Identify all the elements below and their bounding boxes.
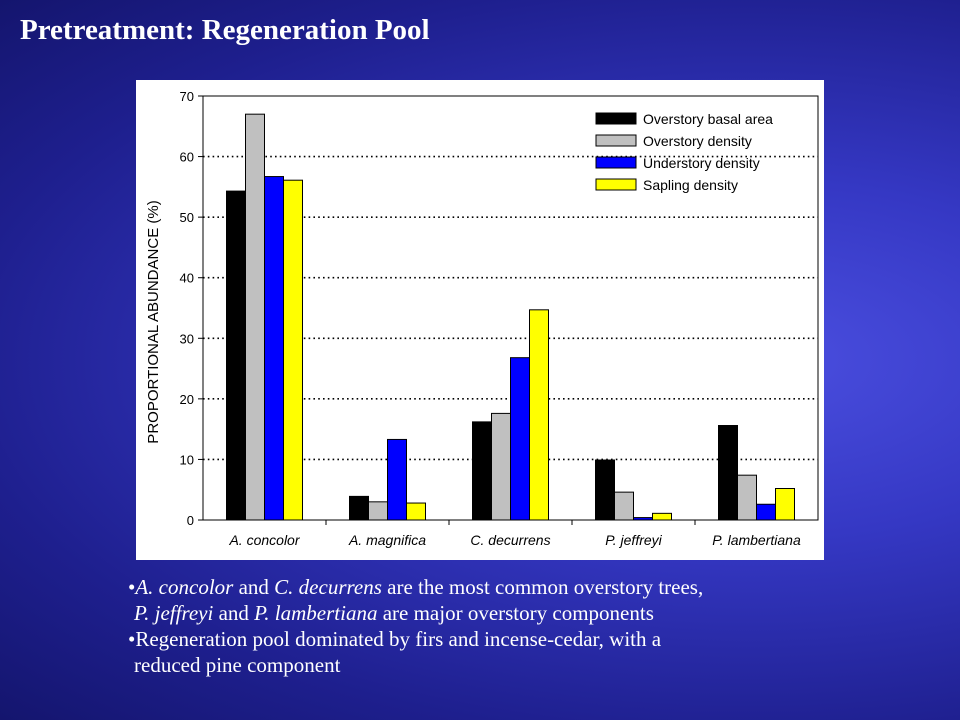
bullet-line-4: reduced pine component	[128, 652, 928, 678]
slide-title: Pretreatment: Regeneration Pool	[20, 14, 430, 46]
bar	[245, 113, 265, 521]
x-category-label: C. decurrens	[470, 532, 550, 548]
bullet-text: and	[213, 601, 255, 625]
bar	[283, 179, 303, 521]
y-tick-label: 0	[187, 513, 194, 528]
legend-label: Sapling density	[643, 177, 738, 193]
bar	[226, 190, 246, 521]
y-tick-label: 10	[180, 452, 194, 467]
bar	[491, 412, 511, 521]
species-name: P. lambertiana	[254, 601, 378, 625]
y-axis-title: PROPORTIONAL ABUNDANCE (%)	[145, 200, 162, 443]
bullet-line-2: P. jeffreyi and P. lambertiana are major…	[128, 600, 928, 626]
y-tick-label: 20	[180, 392, 194, 407]
bullet-text: are the most common overstory trees,	[381, 575, 704, 599]
bullet-list: •A. concolor and C. decurrens are the mo…	[128, 574, 928, 678]
bar	[510, 357, 530, 521]
legend-label: Overstory basal area	[643, 111, 773, 127]
x-category-label: P. lambertiana	[712, 532, 801, 548]
legend-label: Understory density	[643, 155, 760, 171]
bar	[652, 512, 672, 521]
bullet-text: •Regeneration pool dominated by firs and…	[128, 627, 662, 651]
y-tick-label: 30	[180, 331, 194, 346]
legend-swatch	[595, 134, 637, 147]
bullet-text: are major overstory components	[377, 601, 654, 625]
species-name: P. jeffreyi	[134, 601, 214, 625]
species-name: C. decurrens	[274, 575, 382, 599]
y-tick-label: 40	[180, 271, 194, 286]
legend-swatch	[595, 112, 637, 125]
x-category-label: A. concolor	[228, 532, 300, 548]
bar	[406, 502, 426, 521]
legend-swatch	[595, 156, 637, 169]
species-name: A. concolor	[135, 575, 234, 599]
legend-swatch	[595, 178, 637, 191]
y-tick-label: 70	[180, 89, 194, 104]
chart-panel: 0 10 20 30 40 50 60 70 PROPORTIONAL ABUNDANCE (%…	[136, 80, 824, 560]
bullet-text: and	[233, 575, 275, 599]
bar-chart: 0 10 20 30 40 50 60 70 PROPORTIONAL ABUNDANCE (%…	[145, 89, 819, 548]
bar	[368, 501, 388, 521]
bullet-line-1: •A. concolor and C. decurrens are the mo…	[128, 574, 928, 600]
y-tick-label: 60	[180, 150, 194, 165]
bar	[775, 488, 795, 521]
bullet-text: •	[128, 575, 136, 599]
bar	[387, 438, 407, 521]
bar	[264, 176, 284, 521]
bar	[614, 491, 634, 521]
bar	[349, 495, 369, 521]
x-category-label: P. jeffreyi	[605, 532, 662, 548]
x-category-label: A. magnifica	[348, 532, 426, 548]
bullet-line-3: •Regeneration pool dominated by firs and…	[128, 626, 928, 652]
bar	[756, 503, 776, 521]
bar	[718, 425, 738, 521]
bullet-text: reduced pine component	[134, 653, 341, 677]
legend-label: Overstory density	[643, 133, 752, 149]
y-tick-label: 50	[180, 210, 194, 225]
bar	[633, 517, 653, 521]
bar	[737, 474, 757, 521]
bar	[595, 459, 615, 521]
bar	[472, 421, 492, 521]
bar	[529, 309, 549, 521]
